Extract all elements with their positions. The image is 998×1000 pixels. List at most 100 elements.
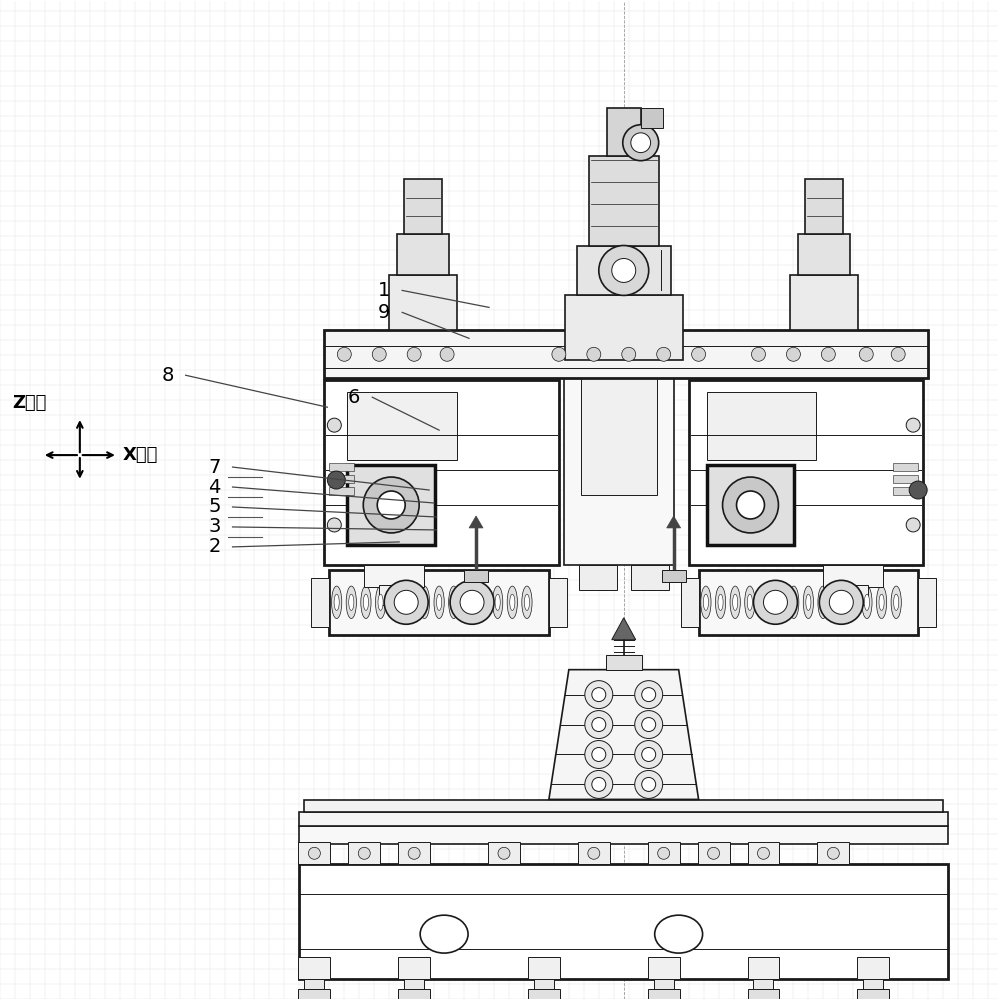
Ellipse shape: [818, 586, 828, 619]
Bar: [748, 989, 779, 999]
Bar: [581, 375, 657, 495]
Circle shape: [635, 741, 663, 768]
Bar: [698, 842, 730, 864]
Circle shape: [906, 418, 920, 432]
Bar: [404, 179, 442, 234]
Bar: [817, 842, 849, 864]
Ellipse shape: [832, 586, 842, 619]
Bar: [577, 246, 671, 295]
Circle shape: [592, 748, 606, 761]
Circle shape: [821, 347, 835, 361]
Circle shape: [585, 711, 613, 739]
Ellipse shape: [879, 594, 884, 610]
Ellipse shape: [745, 586, 754, 619]
Bar: [347, 392, 457, 460]
Bar: [707, 465, 794, 545]
Ellipse shape: [864, 594, 869, 610]
Bar: [699, 570, 918, 635]
Ellipse shape: [363, 594, 368, 610]
Circle shape: [642, 718, 656, 732]
Text: 8: 8: [162, 366, 174, 385]
Ellipse shape: [849, 594, 855, 610]
Circle shape: [723, 477, 778, 533]
Text: 1: 1: [378, 281, 390, 300]
Polygon shape: [549, 670, 699, 799]
Bar: [805, 179, 843, 234]
Ellipse shape: [704, 594, 709, 610]
Bar: [689, 380, 923, 565]
Ellipse shape: [451, 594, 456, 610]
Circle shape: [635, 711, 663, 739]
Circle shape: [440, 347, 454, 361]
Ellipse shape: [774, 586, 784, 619]
Ellipse shape: [510, 594, 515, 610]
Ellipse shape: [405, 586, 415, 619]
Bar: [464, 570, 488, 582]
Ellipse shape: [434, 586, 444, 619]
Bar: [589, 156, 659, 246]
Circle shape: [612, 258, 636, 282]
Bar: [534, 979, 554, 991]
Circle shape: [587, 347, 601, 361]
Bar: [863, 979, 883, 991]
Bar: [299, 812, 948, 826]
Circle shape: [906, 518, 920, 532]
Bar: [838, 585, 868, 605]
Circle shape: [708, 847, 720, 859]
Bar: [893, 475, 918, 483]
Ellipse shape: [759, 586, 769, 619]
Circle shape: [737, 491, 764, 519]
Circle shape: [327, 518, 341, 532]
Circle shape: [692, 347, 706, 361]
Circle shape: [460, 590, 484, 614]
Ellipse shape: [466, 594, 471, 610]
Bar: [299, 826, 948, 844]
Ellipse shape: [805, 594, 811, 610]
Circle shape: [827, 847, 839, 859]
Bar: [304, 800, 943, 812]
Bar: [298, 957, 330, 979]
Circle shape: [363, 477, 419, 533]
Circle shape: [909, 481, 927, 499]
Ellipse shape: [761, 594, 767, 610]
Bar: [606, 655, 642, 670]
Circle shape: [786, 347, 800, 361]
Ellipse shape: [820, 594, 825, 610]
Polygon shape: [612, 618, 636, 640]
Ellipse shape: [788, 586, 798, 619]
Ellipse shape: [449, 586, 459, 619]
Circle shape: [408, 847, 420, 859]
Bar: [379, 585, 409, 605]
Circle shape: [763, 590, 787, 614]
Circle shape: [498, 847, 510, 859]
Bar: [648, 989, 680, 999]
Ellipse shape: [407, 594, 412, 610]
Ellipse shape: [524, 594, 530, 610]
Bar: [681, 578, 699, 627]
Circle shape: [891, 347, 905, 361]
Circle shape: [635, 681, 663, 709]
Bar: [304, 979, 324, 991]
Bar: [823, 565, 883, 587]
Bar: [397, 234, 449, 275]
Bar: [404, 979, 424, 991]
Bar: [654, 979, 674, 991]
Circle shape: [377, 491, 405, 519]
Circle shape: [308, 847, 320, 859]
Circle shape: [751, 347, 765, 361]
Bar: [488, 842, 520, 864]
Circle shape: [394, 590, 418, 614]
Ellipse shape: [876, 586, 886, 619]
Polygon shape: [667, 516, 681, 528]
Bar: [324, 330, 928, 378]
Bar: [607, 108, 641, 156]
Bar: [662, 570, 686, 582]
Ellipse shape: [891, 586, 901, 619]
Text: 2: 2: [209, 537, 221, 556]
Bar: [329, 570, 549, 635]
Circle shape: [859, 347, 873, 361]
Ellipse shape: [478, 586, 488, 619]
Bar: [579, 565, 617, 590]
Circle shape: [819, 580, 863, 624]
Circle shape: [829, 590, 853, 614]
